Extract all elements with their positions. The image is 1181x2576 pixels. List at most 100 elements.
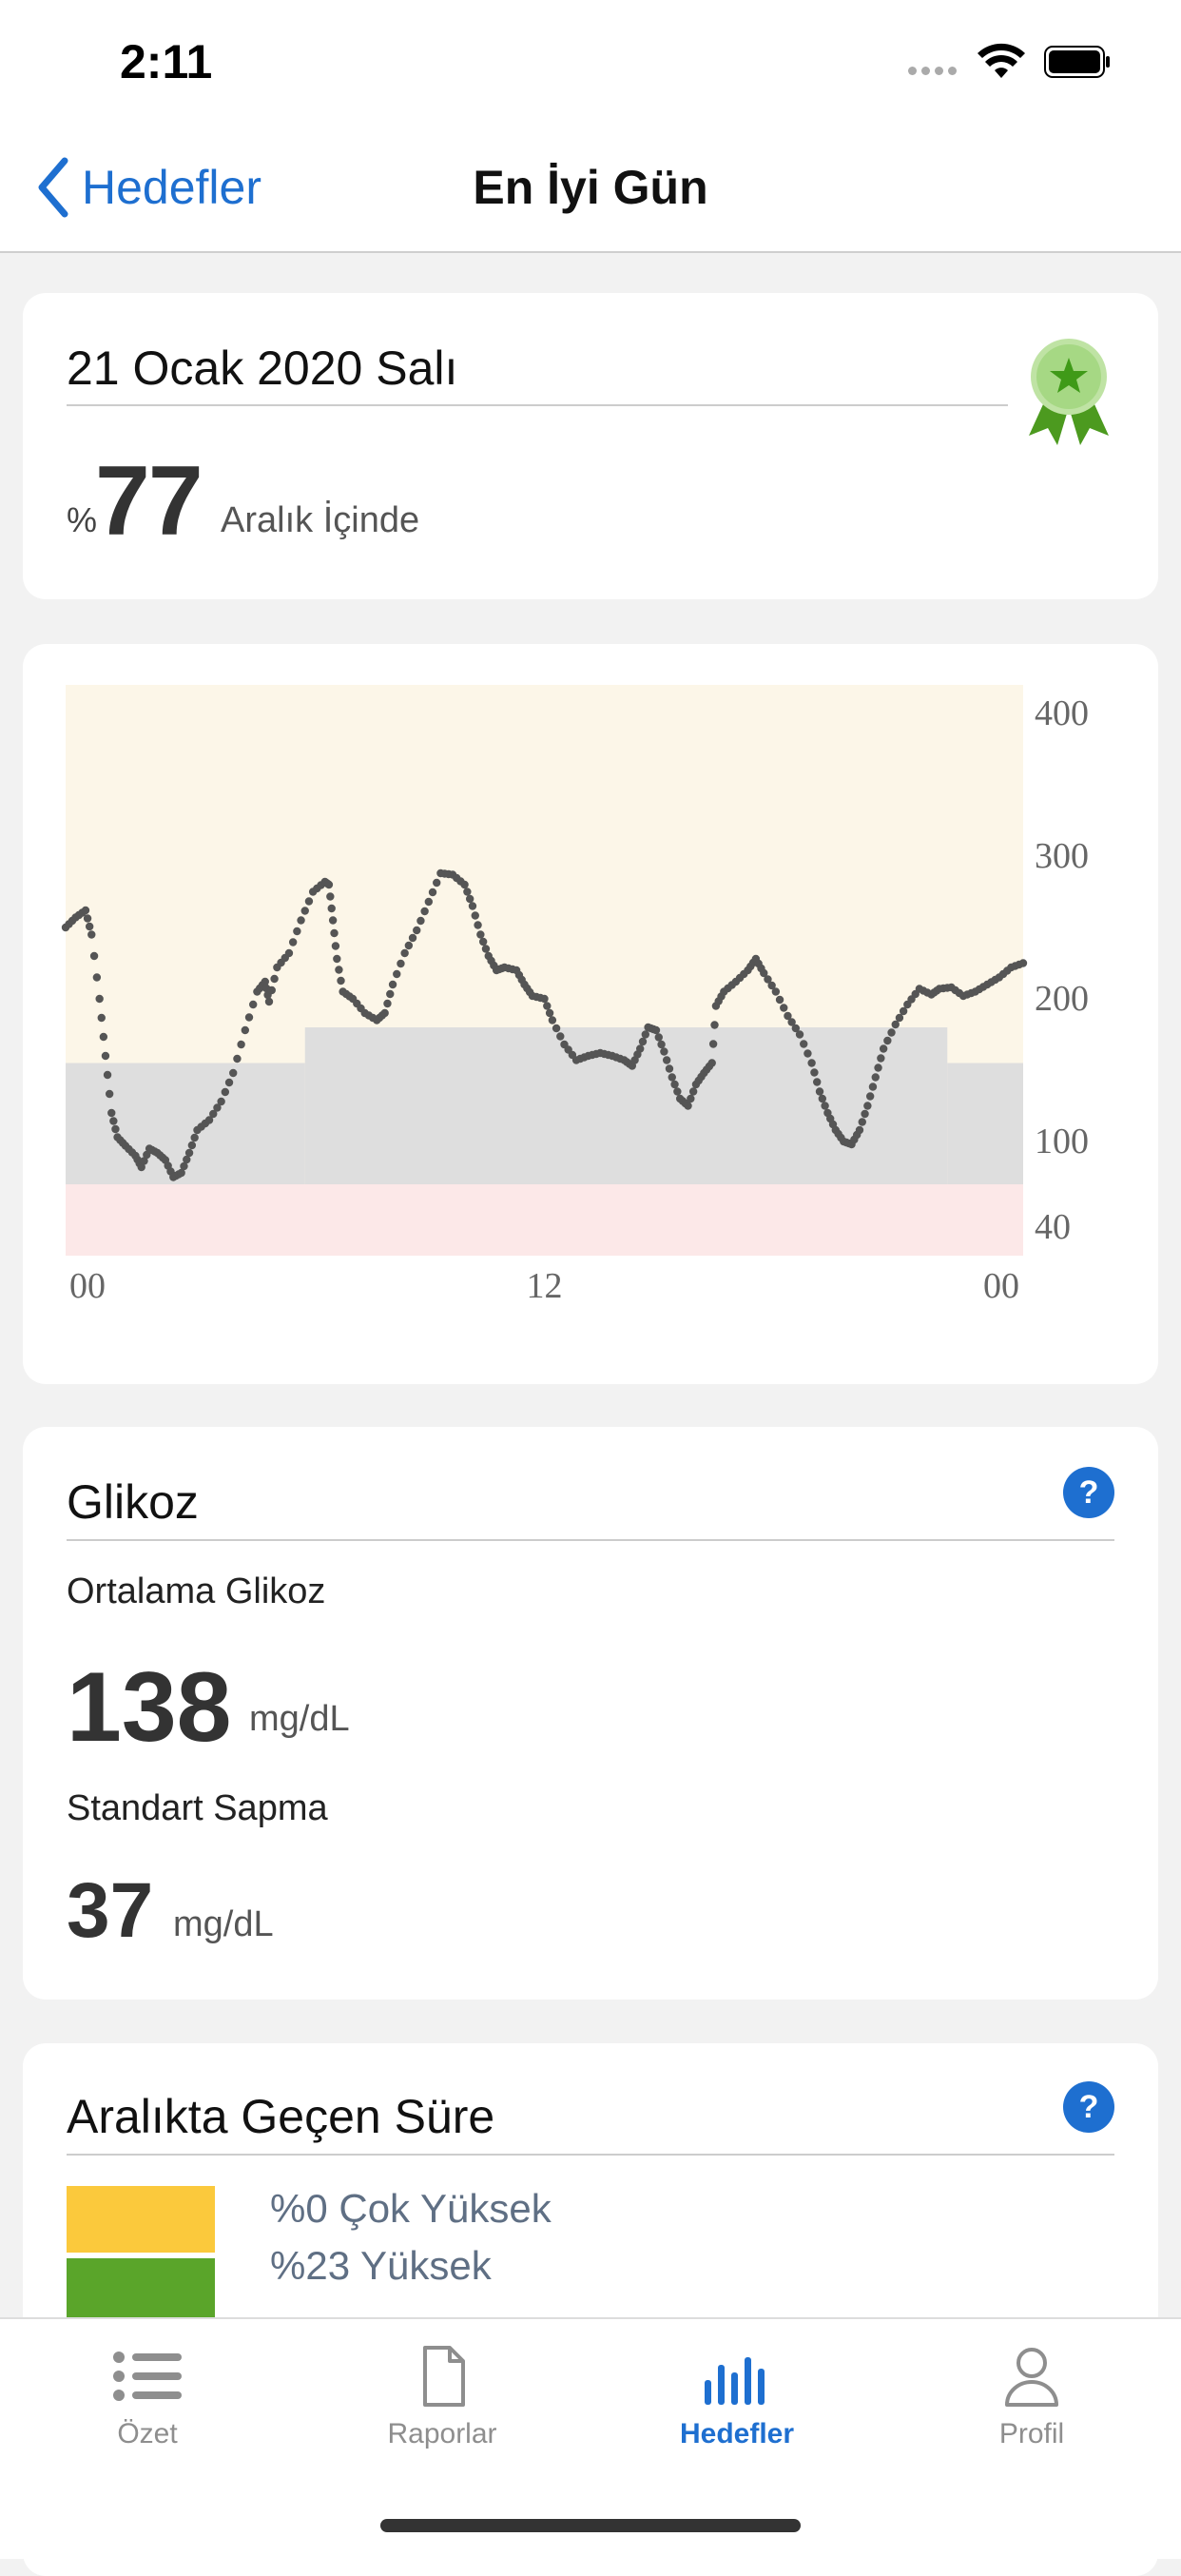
tab-bar: Özet Raporlar Hedefler Profil	[0, 2317, 1181, 2559]
document-icon	[423, 2346, 465, 2407]
glucose-point	[708, 1040, 718, 1048]
glucose-chart: 400 300 200 100 40 00 12 00	[61, 685, 1089, 1306]
glucose-stats-card: Glikoz ? Ortalama Glikoz 138 mg/dL Stand…	[23, 1427, 1158, 2000]
glucose-point	[184, 1148, 194, 1158]
low-zone-band	[66, 1184, 1023, 1256]
glucose-point	[183, 1155, 191, 1164]
glucose-point	[771, 987, 781, 996]
glucose-point	[404, 941, 414, 950]
page-title: En İyi Gün	[473, 161, 708, 214]
tab-summary[interactable]: Özet	[0, 2319, 295, 2481]
glucose-point	[89, 951, 99, 961]
glucose-point	[481, 945, 491, 953]
status-bar: 2:11	[0, 0, 1181, 126]
y-tick-label: 400	[1035, 693, 1089, 733]
list-icon	[113, 2352, 182, 2401]
glucose-point	[397, 959, 405, 968]
tab-goals[interactable]: Hedefler	[590, 2319, 884, 2481]
glucose-point	[233, 1054, 242, 1064]
glucose-point	[871, 1073, 880, 1082]
glucose-point	[807, 1059, 816, 1067]
glucose-point	[264, 997, 274, 1006]
glucose-point	[899, 1006, 908, 1016]
glucose-point	[180, 1161, 188, 1171]
glucose-point	[552, 1024, 561, 1033]
glucose-point	[764, 975, 772, 984]
glucose-point	[545, 1008, 554, 1018]
glucose-point	[665, 1064, 674, 1073]
time-in-range-title: Aralıkta Geçen Süre	[67, 2090, 495, 2143]
glucose-point	[324, 880, 334, 889]
glucose-point	[428, 888, 437, 897]
glucose-point	[224, 1078, 234, 1087]
glucose-point	[386, 989, 395, 999]
glucose-point	[760, 968, 768, 978]
glucose-point	[815, 1087, 824, 1096]
glucose-point	[92, 973, 102, 982]
glucose-point	[673, 1087, 682, 1096]
std-deviation-value: 37	[67, 1867, 154, 1954]
std-deviation-label: Standart Sapma	[67, 1788, 328, 1828]
glucose-point	[474, 921, 482, 929]
glucose-point	[891, 1020, 900, 1029]
glucose-point	[217, 1097, 225, 1106]
average-glucose-value: 138	[67, 1652, 232, 1763]
std-deviation-unit: mg/dL	[173, 1904, 274, 1944]
divider	[67, 1539, 1114, 1541]
glucose-point	[775, 995, 784, 1005]
glucose-point	[140, 1157, 148, 1165]
back-button[interactable]: Hedefler	[34, 154, 261, 221]
glucose-point	[209, 1109, 218, 1119]
glucose-point	[662, 1056, 671, 1064]
glucose-point	[784, 1011, 792, 1021]
glucose-point	[304, 897, 314, 906]
glucose-point	[416, 916, 425, 926]
in-range-percent: 77	[95, 446, 203, 556]
glucose-point	[204, 1116, 214, 1124]
tab-reports[interactable]: Raporlar	[295, 2319, 590, 2481]
tab-label: Hedefler	[679, 2418, 795, 2449]
glucose-point	[143, 1150, 151, 1160]
tab-profile[interactable]: Profil	[884, 2319, 1179, 2481]
glucose-point	[327, 904, 336, 913]
glucose-point	[330, 928, 339, 938]
glucose-point	[463, 888, 472, 896]
glucose-point	[767, 981, 776, 990]
glucose-point	[800, 1040, 808, 1048]
glucose-point	[818, 1094, 827, 1103]
glucose-point	[791, 1024, 801, 1033]
battery-icon	[1044, 46, 1110, 78]
glucose-point	[858, 1118, 866, 1126]
glucose-point	[863, 1102, 872, 1110]
tab-label: Özet	[117, 2418, 178, 2449]
glucose-point	[337, 976, 345, 986]
glucose-point	[137, 1162, 145, 1172]
glucose-point	[813, 1078, 822, 1086]
time-in-range-help-button[interactable]: ?	[1063, 2081, 1114, 2133]
target-range-band	[947, 1063, 1023, 1184]
glucose-point	[103, 1070, 112, 1080]
glucose-point	[244, 1013, 254, 1022]
glucose-chart-card: 400 300 200 100 40 00 12 00	[23, 644, 1158, 1384]
glucose-point	[87, 930, 96, 939]
glucose-point	[111, 1124, 120, 1134]
glucose-point	[780, 1004, 788, 1012]
glucose-help-button[interactable]: ?	[1063, 1467, 1114, 1518]
glucose-point	[333, 954, 341, 964]
glucose-point	[241, 1025, 250, 1035]
glucose-point	[638, 1037, 648, 1046]
glucose-point	[460, 880, 469, 889]
glucose-point	[651, 1025, 661, 1035]
glucose-point	[97, 1013, 106, 1023]
glucose-point	[540, 994, 549, 1004]
glucose-point	[213, 1103, 222, 1112]
glucose-point	[707, 1059, 716, 1067]
glucose-point	[237, 1040, 245, 1049]
y-tick-label: 200	[1035, 979, 1089, 1019]
glucose-point	[229, 1068, 238, 1078]
very-high-bar	[67, 2186, 215, 2253]
y-tick-label: 300	[1035, 836, 1089, 876]
average-glucose-label: Ortalama Glikoz	[67, 1571, 326, 1611]
glucose-point	[83, 914, 92, 923]
glucose-point	[393, 969, 401, 979]
